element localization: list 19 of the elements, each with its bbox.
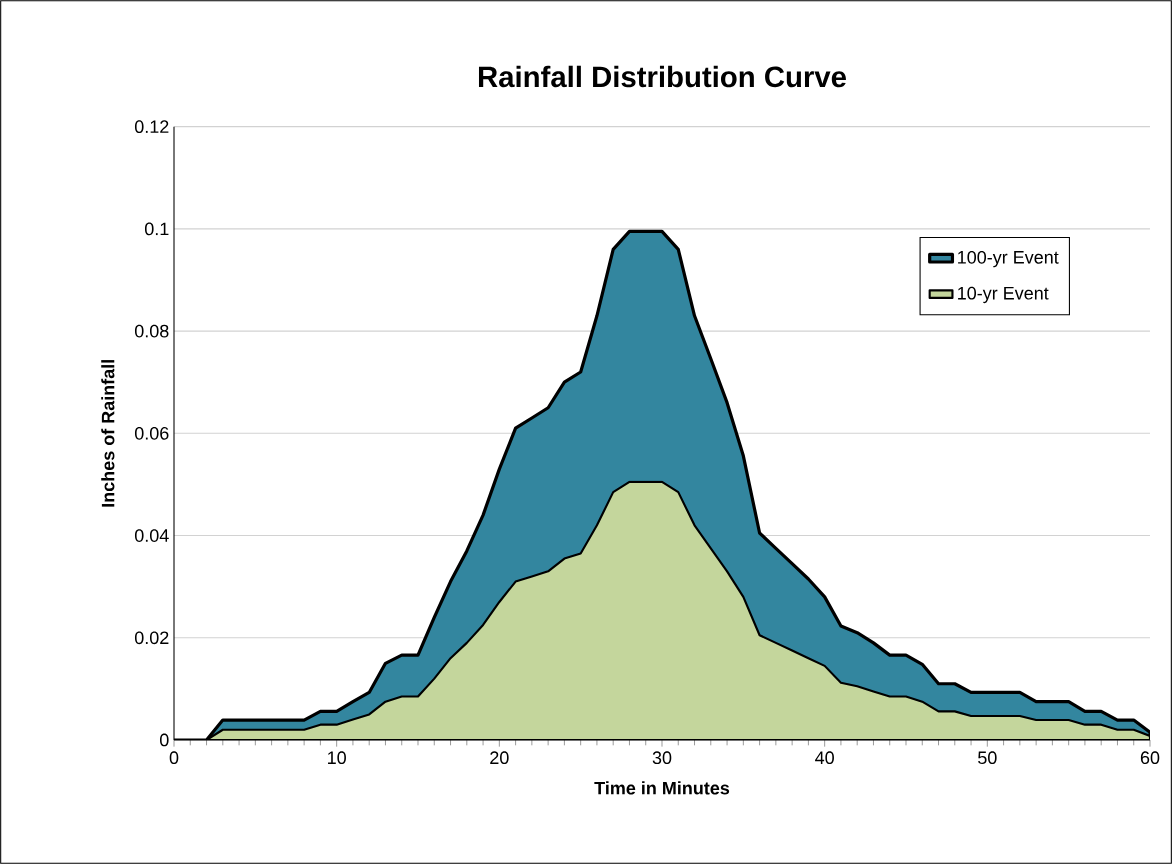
chart-title: Rainfall Distribution Curve bbox=[478, 65, 846, 88]
x-tick-label: 10 bbox=[328, 751, 346, 765]
y-tick-label: 0.04 bbox=[134, 529, 169, 542]
y-tick-label: 0.06 bbox=[134, 426, 169, 440]
x-tick-label: 20 bbox=[490, 751, 509, 765]
y-tick-label: 0 bbox=[160, 733, 169, 747]
x-tick-label: 60 bbox=[1140, 751, 1160, 765]
x-tick-label: 50 bbox=[978, 751, 997, 765]
x-tick-label: 30 bbox=[652, 751, 672, 765]
y-tick-label: 0.1 bbox=[144, 222, 169, 236]
y-axis-title: Inches of Rainfall bbox=[101, 360, 115, 507]
legend-label: 100-yr Event bbox=[958, 250, 1059, 268]
y-tick-label: 0.08 bbox=[134, 324, 169, 338]
x-tick-label: 0 bbox=[169, 751, 179, 765]
y-tick-label: 0.12 bbox=[134, 120, 169, 134]
y-tick-label: 0.02 bbox=[134, 631, 169, 645]
x-axis-title: Time in Minutes bbox=[594, 781, 730, 795]
x-tick-label: 40 bbox=[815, 751, 834, 765]
legend-label: 10-yr Event bbox=[958, 286, 1049, 304]
